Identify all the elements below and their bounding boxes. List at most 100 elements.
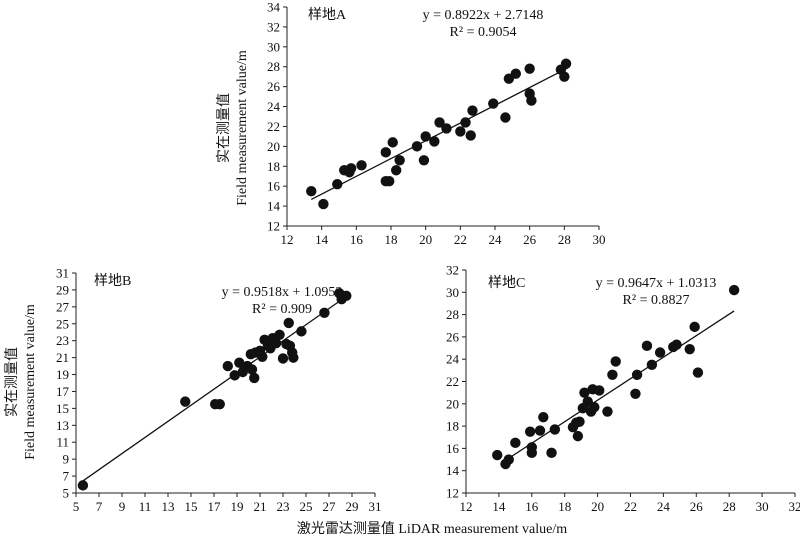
y-tick-label-b: 21 — [56, 350, 69, 365]
y-tick-label-b: 19 — [56, 367, 69, 382]
y-tick-label-b: 5 — [63, 486, 70, 501]
y-axis-label-cn-b: 实在测量值 — [4, 347, 20, 417]
data-point-b — [274, 329, 285, 340]
x-tick-label-a: 14 — [315, 232, 329, 247]
data-point-b — [229, 370, 240, 381]
data-point-a — [418, 155, 430, 166]
data-point-a — [384, 176, 395, 187]
x-tick-label-a: 30 — [593, 232, 606, 247]
data-point-b — [246, 364, 258, 375]
y-tick-label-c: 28 — [446, 307, 459, 322]
data-point-a — [560, 58, 572, 69]
data-point-a — [559, 71, 570, 82]
x-tick-label-c: 24 — [657, 499, 671, 514]
data-point-b — [341, 290, 352, 302]
data-point-b — [270, 338, 282, 349]
data-point-c — [641, 340, 653, 352]
data-point-a — [434, 117, 445, 128]
data-point-c — [630, 388, 641, 399]
y-tick-label-a: 28 — [267, 59, 280, 74]
y-tick-label-a: 32 — [267, 19, 280, 34]
y-tick-label-a: 14 — [267, 199, 281, 214]
x-tick-label-a: 28 — [558, 232, 571, 247]
data-point-a — [356, 160, 367, 171]
data-point-c — [692, 367, 704, 378]
x-tick-label-c: 16 — [525, 499, 539, 514]
data-point-a — [391, 165, 402, 176]
data-point-a — [465, 130, 476, 141]
data-point-c — [594, 385, 605, 396]
data-point-a — [332, 178, 343, 190]
x-tick-label-b: 9 — [119, 499, 126, 514]
y-tick-label-b: 25 — [56, 316, 69, 331]
data-point-b — [214, 398, 225, 410]
data-point-a — [420, 131, 431, 142]
data-point-b — [277, 353, 289, 364]
data-point-a — [467, 105, 478, 116]
data-point-c — [492, 449, 503, 461]
y-tick-label-a: 34 — [267, 0, 281, 15]
regression-equation-b: y = 0.9518x + 1.0953 — [222, 285, 343, 300]
data-point-c — [503, 454, 514, 465]
r-squared-b: R² = 0.909 — [252, 302, 312, 317]
y-tick-label-c: 12 — [446, 486, 459, 501]
data-point-c — [631, 369, 643, 381]
data-point-c — [579, 387, 590, 398]
data-point-a — [411, 141, 423, 152]
y-tick-label-b: 11 — [56, 435, 69, 450]
x-tick-label-c: 14 — [492, 499, 506, 514]
data-point-a — [460, 117, 471, 128]
plot-title-c: 样地C — [488, 275, 525, 291]
trend-line-a — [310, 67, 569, 200]
data-point-a — [441, 123, 452, 134]
data-point-b — [234, 357, 245, 368]
data-point-c — [607, 369, 618, 381]
y-tick-label-c: 14 — [446, 463, 460, 478]
x-tick-label-b: 17 — [208, 499, 222, 514]
data-point-c — [510, 437, 521, 449]
data-point-c — [646, 359, 658, 370]
y-tick-label-a: 26 — [267, 79, 281, 94]
x-tick-label-b: 5 — [73, 499, 80, 514]
y-tick-label-c: 24 — [446, 352, 460, 367]
y-tick-label-a: 24 — [267, 99, 281, 114]
data-point-c — [572, 430, 584, 442]
panel-plot-c: 12 14 16 18 20 22 24 26 28 30 32 12 14 16 18 20 22 24 26 28… — [446, 263, 800, 515]
x-tick-label-c: 12 — [460, 499, 473, 514]
x-tick-label-b: 23 — [277, 499, 290, 514]
x-tick-label-b: 25 — [300, 499, 313, 514]
data-point-c — [610, 356, 621, 367]
data-point-c — [689, 321, 700, 333]
data-point-a — [318, 198, 329, 210]
data-point-b — [283, 317, 294, 329]
data-point-a — [455, 126, 466, 137]
data-point-b — [77, 480, 89, 491]
data-point-c — [684, 343, 695, 355]
y-tick-label-c: 22 — [446, 374, 459, 389]
y-tick-label-b: 27 — [56, 299, 70, 314]
x-tick-label-c: 18 — [558, 499, 571, 514]
y-tick-label-b: 23 — [56, 333, 69, 348]
data-point-b — [288, 352, 299, 363]
y-tick-label-b: 17 — [56, 384, 70, 399]
y-tick-label-c: 32 — [446, 263, 459, 278]
x-tick-label-c: 26 — [690, 499, 704, 514]
x-tick-label-b: 27 — [323, 499, 337, 514]
x-tick-label-b: 7 — [96, 499, 103, 514]
data-point-c — [728, 284, 740, 296]
regression-equation-c: y = 0.9647x + 1.0313 — [596, 276, 717, 291]
data-point-a — [510, 68, 521, 79]
data-point-c — [534, 425, 546, 436]
x-tick-label-c: 20 — [591, 499, 604, 514]
x-tick-label-b: 15 — [185, 499, 198, 514]
y-tick-label-c: 20 — [446, 396, 459, 411]
x-tick-label-b: 19 — [231, 499, 244, 514]
trend-line-c — [501, 310, 735, 464]
data-point-a — [380, 147, 391, 158]
data-point-c — [589, 401, 600, 413]
data-point-c — [538, 411, 549, 423]
x-axis-label: 激光雷达测量值 LiDAR measurement value/m — [297, 520, 567, 537]
r-squared-c: R² = 0.8827 — [623, 293, 690, 308]
x-tick-label-a: 16 — [350, 232, 364, 247]
x-tick-label-b: 29 — [346, 499, 359, 514]
